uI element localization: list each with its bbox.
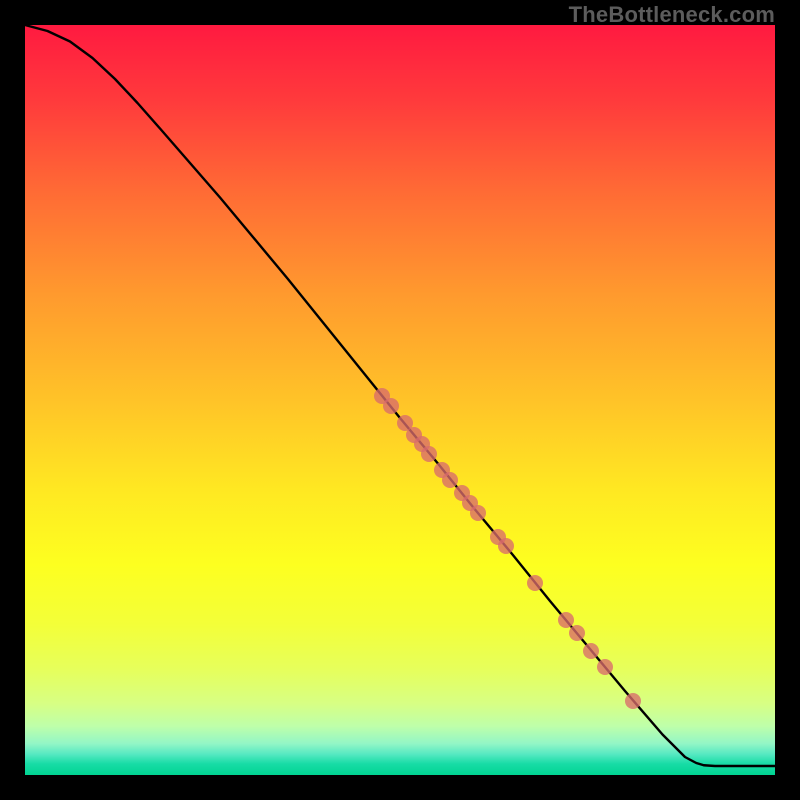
data-point <box>442 472 458 488</box>
data-point <box>625 693 641 709</box>
data-point <box>597 659 613 675</box>
dots-layer <box>25 25 775 775</box>
data-point <box>383 398 399 414</box>
data-point <box>498 538 514 554</box>
data-point <box>527 575 543 591</box>
data-point <box>470 505 486 521</box>
data-point <box>558 612 574 628</box>
data-point <box>583 643 599 659</box>
plot-area <box>25 25 775 775</box>
data-point <box>421 446 437 462</box>
data-point <box>569 625 585 641</box>
stage: TheBottleneck.com <box>0 0 800 800</box>
